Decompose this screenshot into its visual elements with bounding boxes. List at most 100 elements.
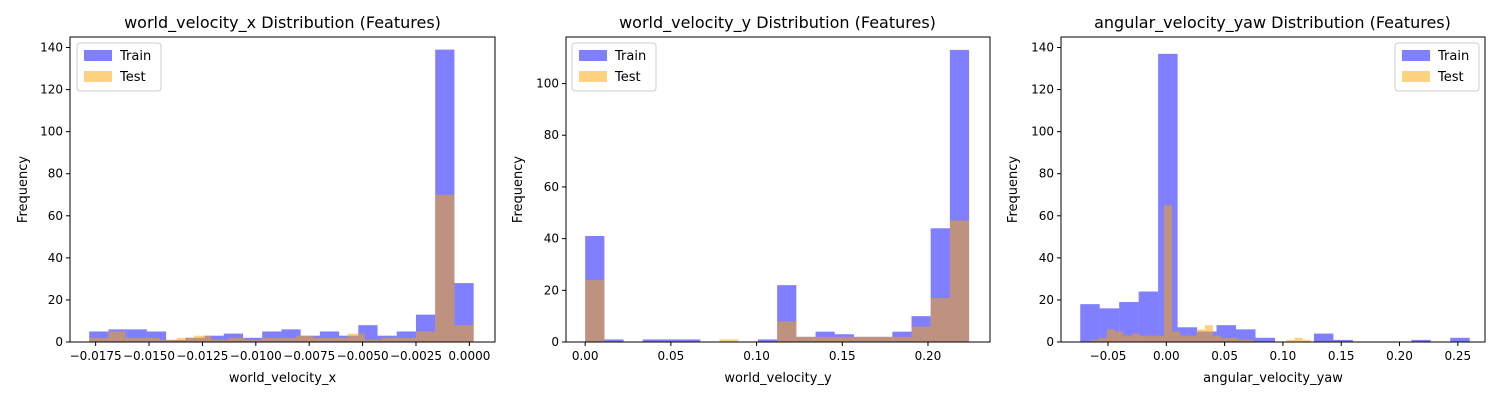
x-axis-ticks: −0.05 0.00 0.05 0.10 0.15 0.20 0.25: [1090, 342, 1471, 363]
bar-test-0: [89, 337, 109, 342]
y-axis-ticks: 0 20 40 60 80 100 120 140: [40, 41, 70, 349]
chart-panel-angular-velocity-yaw: angular_velocity_yaw Distribution (Featu…: [1006, 13, 1486, 386]
legend-swatch-train: [1402, 50, 1430, 61]
legend-swatch-test: [579, 71, 607, 82]
y-tick-label: 0: [55, 335, 63, 349]
bar-train-9: [757, 339, 778, 342]
bar-test-14: [330, 337, 348, 342]
x-tick-label: 0.05: [1211, 349, 1238, 363]
y-tick-label: 60: [544, 180, 559, 194]
bar-train-13: [1333, 339, 1353, 342]
bar-test-2: [125, 337, 143, 342]
x-tick-label: −0.0100: [230, 349, 282, 363]
bar-test-5: [176, 337, 194, 342]
plot-frame: [69, 36, 496, 343]
x-tick-label: 0.05: [658, 349, 685, 363]
legend-swatch-train: [579, 50, 607, 61]
bar-test-2: [1106, 329, 1115, 342]
y-tick-label: 40: [1039, 251, 1054, 265]
bar-test-12: [815, 336, 835, 342]
bar-test-16: [892, 336, 912, 342]
bar-train-8: [1236, 329, 1256, 342]
x-tick-label: 0.15: [829, 349, 856, 363]
bar-test-1: [108, 331, 126, 342]
y-tick-label: 40: [48, 251, 63, 265]
bar-train-2: [1119, 302, 1139, 342]
bar-test-14: [853, 336, 874, 342]
x-axis-label: world_velocity_y: [724, 371, 832, 386]
bar-train-9: [1255, 337, 1275, 342]
bar-train-6: [204, 335, 224, 342]
bar-train-9: [262, 331, 282, 342]
x-tick-label: 0.0000: [448, 349, 490, 363]
bar-test-1: [1098, 337, 1107, 342]
x-tick-label: −0.05: [1090, 349, 1127, 363]
bar-train-0: [1080, 304, 1100, 342]
bar-test-15: [347, 333, 365, 342]
y-tick-label: 120: [40, 83, 63, 97]
bar-test-17: [1229, 337, 1238, 342]
y-axis-label: Frequency: [1006, 156, 1021, 223]
x-tick-label: 0.10: [743, 349, 770, 363]
y-tick-label: 140: [40, 41, 63, 55]
bar-train-16: [396, 331, 416, 342]
bar-test-20: [435, 194, 455, 342]
legend-swatch-test: [84, 71, 112, 82]
bar-test-7: [719, 339, 739, 342]
y-axis-ticks: 0 20 40 60 80 100 120 140: [1031, 41, 1061, 349]
bar-test-8: [228, 337, 246, 342]
bar-test-24: [1286, 339, 1295, 342]
x-tick-label: 0.15: [1328, 349, 1355, 363]
bar-test-10: [777, 321, 797, 342]
y-tick-label: 100: [40, 125, 63, 139]
chart-panel-world-velocity-x: world_velocity_x Distribution (Features)…: [16, 13, 496, 386]
bar-train-1: [604, 339, 624, 342]
x-tick-label: −0.0025: [390, 349, 442, 363]
legend-swatch-train: [84, 50, 112, 61]
bar-test-15: [873, 336, 893, 342]
x-tick-label: 0.25: [1444, 349, 1471, 363]
x-tick-label: −0.0150: [123, 349, 175, 363]
bar-test-16: [1221, 337, 1230, 342]
legend: Train Test: [571, 42, 657, 92]
y-tick-label: 60: [48, 209, 63, 223]
bar-train-12: [1313, 333, 1334, 342]
bar-train-3: [1138, 291, 1159, 342]
y-tick-label: 120: [1031, 83, 1054, 97]
bar-test-18: [1237, 339, 1246, 342]
bar-test-12: [296, 335, 314, 342]
bar-test-3: [142, 337, 160, 342]
y-axis-label: Frequency: [511, 156, 526, 223]
bar-test-18: [398, 337, 416, 342]
x-tick-label: 0.20: [915, 349, 942, 363]
bar-train-0: [89, 331, 109, 342]
legend-swatch-test: [1402, 71, 1430, 82]
y-tick-label: 60: [1039, 209, 1054, 223]
y-tick-label: 20: [48, 293, 63, 307]
bar-test-6: [193, 335, 211, 342]
y-axis-ticks: 0 20 40 60 80 100: [536, 77, 566, 349]
x-axis-label: angular_velocity_yaw: [1203, 371, 1343, 386]
legend: Train Test: [1394, 42, 1480, 92]
bar-train-3: [146, 331, 167, 342]
legend: Train Test: [76, 42, 162, 92]
bar-test-0: [585, 279, 605, 342]
bar-train-19: [1450, 337, 1470, 342]
bar-test-11: [1180, 335, 1189, 342]
y-tick-label: 20: [544, 283, 559, 297]
x-tick-label: −0.0075: [283, 349, 335, 363]
bar-test-8: [1155, 335, 1164, 342]
bar-test-11: [279, 337, 297, 342]
bar-test-4: [1123, 335, 1132, 342]
bar-train-3: [642, 339, 662, 342]
legend-label-train: Train: [119, 49, 151, 64]
y-tick-label: 0: [1046, 335, 1054, 349]
x-tick-label: 0.20: [1386, 349, 1413, 363]
bar-test-10: [1172, 331, 1181, 342]
bar-test-25: [1294, 337, 1303, 342]
bar-train-4: [1158, 53, 1178, 343]
chart-title: world_velocity_y Distribution (Features): [619, 13, 936, 33]
x-axis-label: world_velocity_x: [229, 371, 337, 386]
y-tick-label: 140: [1031, 41, 1054, 55]
bar-train-17: [1411, 339, 1431, 342]
